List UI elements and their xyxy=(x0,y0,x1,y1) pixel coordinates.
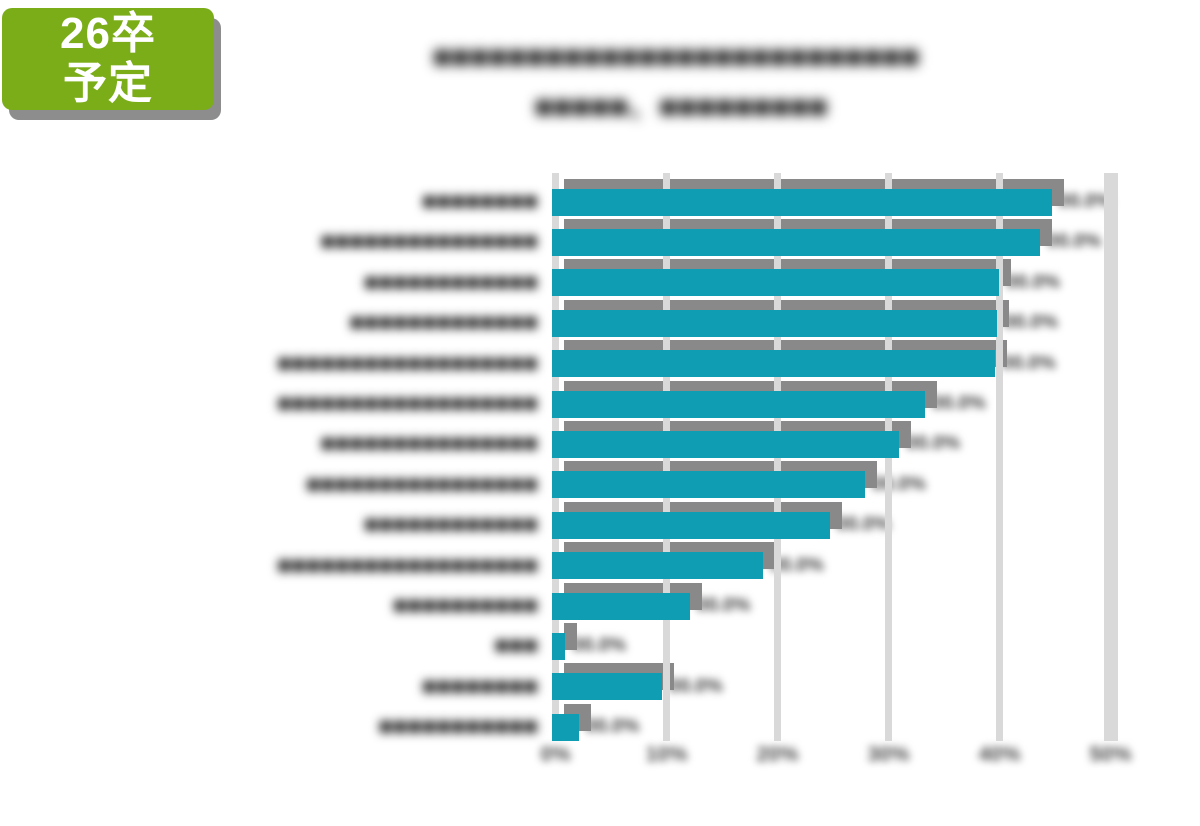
bar xyxy=(552,228,1041,256)
category-label-blurred: ■■■■■■■■■■■ xyxy=(378,713,538,741)
cohort-badge-line2: 予定 xyxy=(63,59,153,108)
gridline-40pct xyxy=(996,173,1003,741)
axis-tick-label-blurred: 40% xyxy=(978,743,1021,766)
bar xyxy=(552,430,900,458)
value-label-blurred: 00.0% xyxy=(572,635,627,657)
bar xyxy=(552,713,579,741)
axis-tick-label-blurred: 50% xyxy=(1089,743,1132,766)
bar xyxy=(552,350,995,378)
axis-tick-label-blurred: 20% xyxy=(756,743,799,766)
value-label-blurred: 00.0% xyxy=(836,514,891,536)
category-label-blurred: ■■■■■■■■■■■■■■■■■■ xyxy=(277,390,538,417)
category-label-blurred: ■■■■■■■■■■■■■■■ xyxy=(320,430,538,458)
value-label-blurred: 00.0% xyxy=(906,433,961,455)
value-label-blurred: 00.0% xyxy=(872,473,926,495)
category-label-blurred: ■■■■■■■■ xyxy=(422,672,538,700)
bar xyxy=(552,390,925,418)
axis-tick-label-blurred: 30% xyxy=(867,743,910,766)
category-label-blurred: ■■■■■■■■■■■■■■■■ xyxy=(306,470,538,498)
category-label-blurred: ■■■■■■■■■■■■ xyxy=(364,511,538,539)
value-label-blurred: 00.0% xyxy=(585,716,640,738)
value-label-blurred: 00.0% xyxy=(668,675,723,697)
category-label-blurred: ■■■ xyxy=(494,632,539,660)
bar-shadow xyxy=(564,622,578,650)
bar xyxy=(552,309,998,337)
bar xyxy=(552,471,866,499)
category-label-blurred: ■■■■■■■■■■■■ xyxy=(364,268,538,296)
bar xyxy=(552,269,1000,297)
value-label-blurred: 00.0% xyxy=(696,595,751,616)
bar xyxy=(552,552,763,580)
value-label-blurred: 00.0% xyxy=(1004,312,1058,334)
bar xyxy=(552,673,662,701)
category-label-blurred: ■■■■■■■■ xyxy=(422,188,538,215)
category-label-blurred: ■■■■■■■■■■ xyxy=(393,592,538,619)
value-label-blurred: 00.0% xyxy=(931,393,986,414)
axis-tick-label-blurred: 0% xyxy=(540,743,571,766)
bar xyxy=(552,511,830,539)
cohort-badge-line1: 26卒 xyxy=(60,9,156,58)
gridline-50pct xyxy=(1103,173,1118,741)
value-label-blurred: 00.0% xyxy=(1001,352,1056,374)
cohort-badge: 26卒 予定 xyxy=(2,8,214,110)
bar xyxy=(552,632,566,660)
category-label-blurred: ■■■■■■■■■■■■■ xyxy=(349,309,538,337)
axis-tick-label-blurred: 10% xyxy=(645,743,688,766)
value-label-blurred: 00.0% xyxy=(1047,231,1102,253)
category-label-blurred: ■■■■■■■■■■■■■■■■■■ xyxy=(277,551,538,579)
bar xyxy=(552,592,690,620)
category-label-blurred: ■■■■■■■■■■■■■■■ xyxy=(320,228,538,256)
value-label-blurred: 00.0% xyxy=(1006,271,1061,293)
bar xyxy=(552,188,1052,216)
category-label-blurred: ■■■■■■■■■■■■■■■■■■ xyxy=(277,349,538,377)
